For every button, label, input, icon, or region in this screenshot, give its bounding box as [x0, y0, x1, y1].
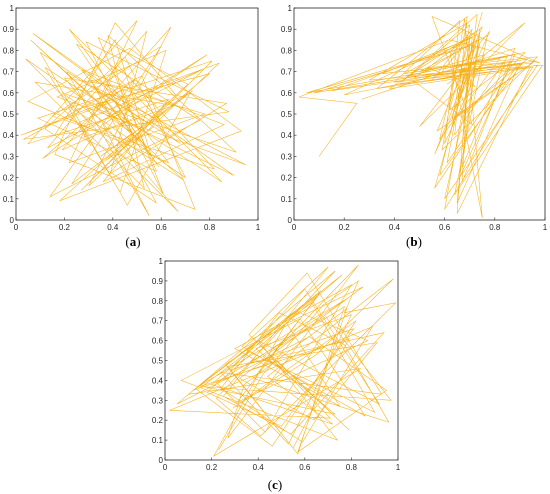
- x-tick-label: 1: [543, 223, 548, 232]
- x-tick-label: 0: [163, 463, 168, 472]
- y-tick-label: 0.9: [152, 277, 164, 286]
- y-tick-label: 0.2: [3, 174, 15, 183]
- y-tick-label: 1: [10, 4, 15, 13]
- y-tick-label: 1: [288, 4, 293, 13]
- x-tick-label: 0: [14, 223, 19, 232]
- trace-series-c: [169, 264, 397, 457]
- y-tick-label: 0.5: [281, 110, 293, 119]
- y-tick-label: 0.6: [3, 89, 15, 98]
- y-tick-label: 0.4: [281, 131, 293, 140]
- y-tick-label: 0.4: [3, 131, 15, 140]
- y-tick-label: 0.7: [281, 68, 293, 77]
- x-tick-label: 0.8: [489, 223, 501, 232]
- x-tick-label: 1: [396, 463, 401, 472]
- x-tick-label: 0.2: [59, 223, 71, 232]
- plot-frame-a: [15, 7, 259, 221]
- panel-caption-a: (a): [125, 234, 140, 249]
- y-tick-label: 0.8: [152, 297, 164, 306]
- ticks-a: 0 0.2 0.4 0.6 0.8 1 0 0.1 0.2 0.3 0.4 0.5 0.6 0.7 0.8 0…: [3, 4, 261, 232]
- x-tick-label: 0.4: [107, 223, 119, 232]
- x-tick-label: 0.2: [206, 463, 218, 472]
- plot-frame-b: [293, 7, 546, 221]
- y-tick-label: 0.5: [152, 357, 164, 366]
- y-tick-label: 0.1: [152, 436, 164, 445]
- x-tick-label: 0: [292, 223, 297, 232]
- y-tick-label: 0.3: [152, 396, 164, 405]
- y-tick-label: 0.3: [281, 152, 293, 161]
- y-tick-label: 1: [159, 257, 164, 266]
- trace-series-a: [20, 20, 247, 216]
- x-tick-label: 0.6: [299, 463, 311, 472]
- y-tick-label: 0.2: [281, 174, 293, 183]
- y-tick-label: 0.5: [3, 110, 15, 119]
- panel-c: 0 0.2 0.4 0.6 0.8 1 0 0.1 0.2 0.3 0.4 0.5 0.6 0.7 0.8 0…: [152, 257, 401, 492]
- x-tick-label: 0.4: [389, 223, 401, 232]
- panel-b: 0 0.2 0.4 0.6 0.8 1 0 0.1 0.2 0.3 0.4 0.5 0.6 0.7 0.8 0…: [281, 4, 548, 249]
- trace-series-b: [298, 12, 544, 218]
- y-tick-label: 0.3: [3, 152, 15, 161]
- y-tick-label: 0.6: [281, 89, 293, 98]
- ticks-b: 0 0.2 0.4 0.6 0.8 1 0 0.1 0.2 0.3 0.4 0.5 0.6 0.7 0.8 0…: [281, 4, 548, 232]
- y-tick-label: 0.1: [281, 195, 293, 204]
- y-tick-label: 0: [288, 216, 293, 225]
- x-tick-label: 0.4: [253, 463, 265, 472]
- y-tick-label: 0.9: [281, 25, 293, 34]
- y-tick-label: 0.8: [281, 46, 293, 55]
- x-tick-label: 0.2: [339, 223, 351, 232]
- x-tick-label: 0.8: [346, 463, 358, 472]
- y-tick-label: 0.8: [3, 46, 15, 55]
- panel-a: 0 0.2 0.4 0.6 0.8 1 0 0.1 0.2 0.3 0.4 0.5 0.6 0.7 0.8 0…: [3, 4, 261, 249]
- y-tick-label: 0: [10, 216, 15, 225]
- y-tick-label: 0: [159, 456, 164, 465]
- y-tick-label: 0.2: [152, 416, 164, 425]
- x-tick-label: 0.6: [156, 223, 168, 232]
- x-tick-label: 0.6: [439, 223, 451, 232]
- x-tick-label: 0.8: [204, 223, 216, 232]
- panel-caption-c: (c): [268, 477, 282, 492]
- panel-caption-b: (b): [406, 234, 422, 249]
- ticks-c: 0 0.2 0.4 0.6 0.8 1 0 0.1 0.2 0.3 0.4 0.5 0.6 0.7 0.8 0…: [152, 257, 401, 472]
- y-tick-label: 0.9: [3, 25, 15, 34]
- x-tick-label: 1: [256, 223, 261, 232]
- y-tick-label: 0.1: [3, 195, 15, 204]
- y-tick-label: 0.4: [152, 376, 164, 385]
- y-tick-label: 0.7: [3, 68, 15, 77]
- y-tick-label: 0.7: [152, 317, 164, 326]
- y-tick-label: 0.6: [152, 337, 164, 346]
